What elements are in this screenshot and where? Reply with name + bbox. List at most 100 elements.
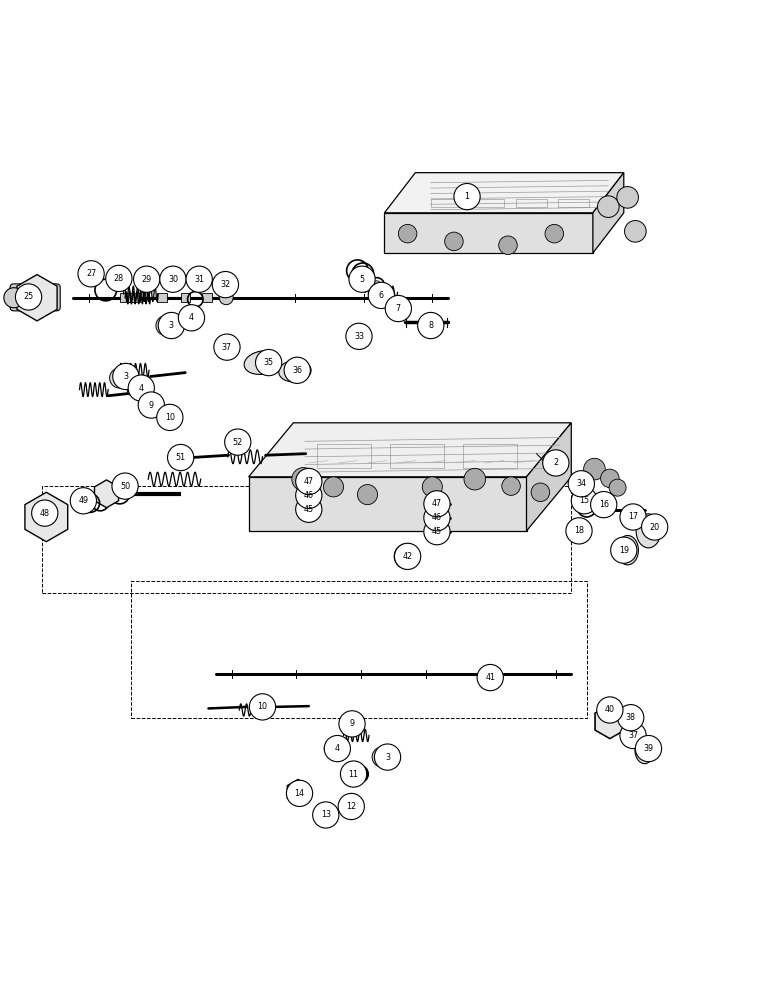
Circle shape: [545, 224, 564, 243]
Circle shape: [531, 483, 550, 502]
Bar: [558, 199, 589, 207]
Circle shape: [597, 498, 611, 512]
Text: 38: 38: [626, 713, 635, 722]
Text: 8: 8: [428, 321, 433, 330]
Bar: [120, 293, 130, 302]
Text: 1: 1: [465, 192, 469, 201]
Text: 48: 48: [40, 509, 49, 518]
Text: 36: 36: [293, 366, 302, 375]
Circle shape: [372, 281, 381, 290]
Circle shape: [499, 236, 517, 255]
Polygon shape: [17, 275, 57, 321]
Circle shape: [156, 315, 176, 336]
Circle shape: [138, 392, 164, 418]
Polygon shape: [25, 492, 68, 542]
Text: 42: 42: [402, 552, 413, 561]
Circle shape: [249, 694, 276, 720]
FancyBboxPatch shape: [10, 284, 60, 311]
Circle shape: [128, 375, 154, 401]
Circle shape: [357, 485, 378, 505]
Circle shape: [313, 802, 339, 828]
Polygon shape: [527, 423, 571, 531]
Circle shape: [591, 492, 617, 518]
Circle shape: [15, 284, 42, 310]
Text: 6: 6: [379, 291, 384, 300]
Circle shape: [418, 312, 444, 339]
Text: 19: 19: [618, 546, 629, 555]
Polygon shape: [94, 480, 119, 508]
Circle shape: [296, 482, 322, 508]
Circle shape: [620, 504, 646, 530]
Text: 45: 45: [432, 527, 442, 536]
Text: 46: 46: [432, 513, 442, 522]
Text: 16: 16: [599, 500, 608, 509]
Circle shape: [284, 357, 310, 383]
Circle shape: [601, 469, 619, 488]
Circle shape: [168, 444, 194, 471]
Circle shape: [398, 224, 417, 243]
Text: 11: 11: [349, 770, 358, 779]
Circle shape: [385, 295, 411, 322]
Circle shape: [4, 288, 24, 308]
Circle shape: [477, 664, 503, 691]
Text: 9: 9: [350, 719, 354, 728]
Circle shape: [422, 477, 442, 497]
Text: 34: 34: [577, 479, 586, 488]
Circle shape: [464, 468, 486, 490]
Text: 47: 47: [432, 499, 442, 508]
Circle shape: [424, 505, 450, 531]
Text: 7: 7: [396, 304, 401, 313]
Bar: [181, 293, 190, 302]
Bar: [157, 293, 167, 302]
Circle shape: [339, 711, 365, 737]
Text: 2: 2: [554, 458, 558, 467]
Circle shape: [642, 514, 668, 540]
Circle shape: [543, 450, 569, 476]
Circle shape: [341, 794, 361, 814]
Polygon shape: [595, 705, 625, 739]
Ellipse shape: [179, 311, 195, 323]
Circle shape: [292, 468, 315, 491]
Circle shape: [584, 458, 605, 480]
Text: 33: 33: [354, 332, 364, 341]
Circle shape: [214, 334, 240, 360]
Text: 13: 13: [321, 810, 330, 819]
Bar: [463, 444, 517, 468]
Polygon shape: [384, 173, 624, 213]
Text: 49: 49: [78, 496, 89, 505]
Circle shape: [424, 519, 450, 545]
Circle shape: [78, 261, 104, 287]
Bar: [202, 293, 212, 302]
Ellipse shape: [279, 360, 311, 382]
Ellipse shape: [635, 737, 655, 764]
Circle shape: [113, 363, 139, 390]
Ellipse shape: [636, 514, 661, 548]
Circle shape: [158, 312, 185, 339]
Polygon shape: [249, 423, 571, 477]
Circle shape: [372, 747, 392, 767]
Circle shape: [256, 349, 282, 376]
Bar: [131, 581, 587, 718]
Text: 12: 12: [346, 802, 357, 811]
Text: 50: 50: [120, 482, 130, 491]
Circle shape: [620, 722, 646, 749]
Circle shape: [597, 697, 623, 723]
Polygon shape: [593, 173, 624, 253]
Circle shape: [219, 291, 233, 305]
Circle shape: [346, 323, 372, 349]
Bar: [130, 293, 140, 302]
Circle shape: [110, 368, 130, 388]
Circle shape: [625, 221, 646, 242]
Circle shape: [338, 793, 364, 820]
Text: 47: 47: [303, 477, 314, 486]
Bar: [317, 444, 371, 468]
Text: 39: 39: [643, 744, 654, 753]
Circle shape: [502, 477, 520, 495]
Circle shape: [134, 266, 160, 292]
Text: 10: 10: [258, 702, 267, 711]
Ellipse shape: [617, 536, 638, 565]
Circle shape: [631, 732, 643, 744]
Circle shape: [296, 496, 322, 522]
Circle shape: [106, 265, 132, 292]
Text: 51: 51: [175, 453, 186, 462]
